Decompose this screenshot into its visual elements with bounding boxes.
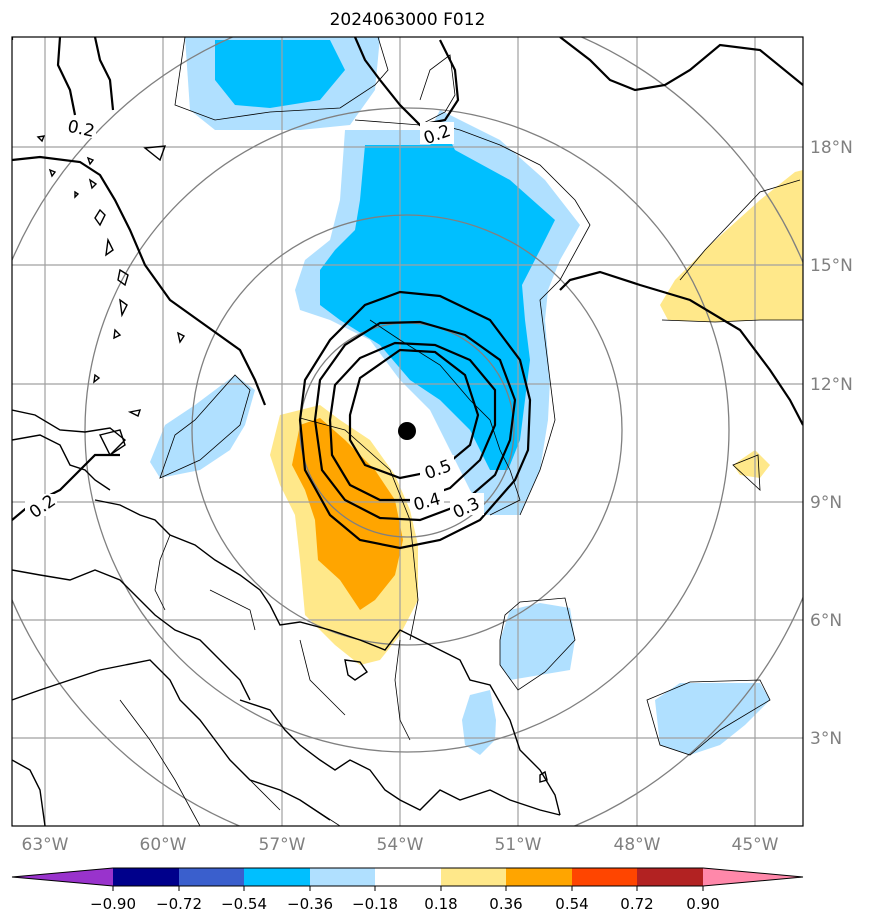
country-borders [119,534,411,826]
negative-anomaly-west [150,375,255,478]
positive-anomaly-dark-central [292,418,403,610]
lon-label: 60°W [140,835,187,855]
positive-anomaly-small-east [733,450,770,478]
colorbar-swatch [637,868,703,886]
negative-anomaly-dark-north [215,40,345,108]
lon-label: 45°W [732,835,779,855]
lat-label: 6°N [810,611,842,631]
positive-anomaly-east [660,170,803,322]
map-title: 2024063000 F012 [329,10,486,30]
colorbar-tick-label: −0.90 [90,895,136,913]
colorbar-tick-label: −0.72 [156,895,202,913]
lat-label: 9°N [810,493,842,513]
colorbar-tick-label: 0.54 [555,895,588,913]
lat-label: 3°N [810,729,842,749]
colorbar-tick-label: −0.36 [287,895,333,913]
colorbar-tick-label: 0.72 [620,895,653,913]
latitude-labels: 18°N 15°N 12°N 9°N 6°N 3°N [810,138,853,749]
negative-anomaly-south [462,690,496,755]
colorbar-swatch [703,868,803,886]
contours [12,37,803,550]
coastlines [12,135,561,826]
contour-03 [298,290,532,550]
colorbar: −0.90 −0.72 −0.54 −0.36 −0.18 0.18 0.36 … [11,867,804,913]
lon-label: 63°W [22,835,69,855]
colorbar-swatch [12,868,113,886]
colorbar-tick-label: 0.36 [489,895,522,913]
colorbar-swatch [441,868,506,886]
colorbar-swatch [375,868,441,886]
contour-label: 0.2 [66,117,97,142]
lon-label: 54°W [377,835,424,855]
gridlines [12,37,803,826]
contour-02-north [56,37,77,116]
colorbar-tick-label: 0.18 [424,895,457,913]
colorbar-tick-label: −0.18 [352,895,398,913]
colorbar-tick-label: −0.54 [221,895,267,913]
lat-label: 12°N [810,375,853,395]
contour-05 [328,341,497,502]
storm-center-marker [398,422,416,440]
map-area [12,37,803,826]
contour-06 [348,348,480,480]
lon-label: 48°W [614,835,661,855]
negative-anomaly-dark-central [320,130,555,470]
map-frame [11,36,804,827]
colorbar-swatch [572,868,637,886]
negative-anomaly-southeast [500,603,575,680]
colorbar-tick-label: 0.90 [686,895,719,913]
contour-02-northeast [559,37,803,92]
contour-02-east [559,270,803,426]
colorbar-swatch [310,868,375,886]
colorbar-swatch [179,868,244,886]
contour-04 [313,320,517,522]
anomaly-outlines [159,37,803,756]
colorbar-swatch [506,868,572,886]
colorbar-swatch [244,868,310,886]
negative-anomaly-far-southeast [655,683,770,755]
lon-label: 51°W [495,835,542,855]
lon-label: 57°W [259,835,306,855]
contour-02-west [12,155,267,406]
colorbar-swatch [113,868,179,886]
lat-label: 15°N [810,256,853,276]
longitude-labels: 63°W 60°W 57°W 54°W 51°W 48°W 45°W [22,835,779,855]
lat-label: 18°N [810,138,853,158]
